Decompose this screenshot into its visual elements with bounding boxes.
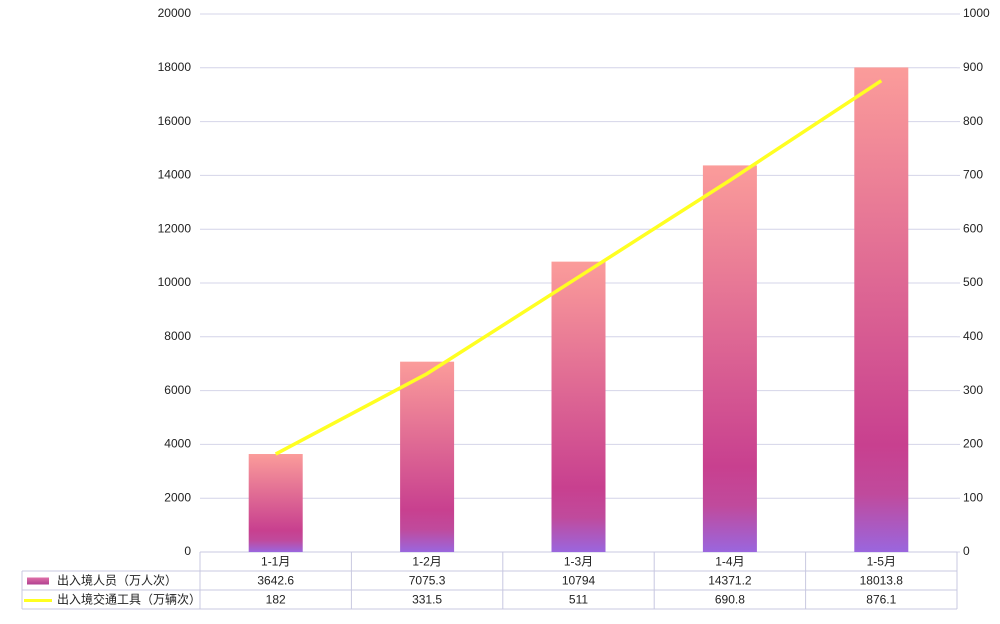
y2-tick-label: 700 bbox=[963, 168, 983, 182]
x-tick-label: 1-3月 bbox=[564, 555, 593, 569]
bar bbox=[400, 361, 455, 552]
legend-label: 出入境交通工具（万辆次） bbox=[57, 592, 201, 607]
table-value: 7075.3 bbox=[409, 574, 446, 588]
y-tick-label: 10000 bbox=[158, 275, 192, 289]
y2-tick-label: 800 bbox=[963, 114, 983, 128]
table-value: 10794 bbox=[562, 574, 596, 588]
table-value: 331.5 bbox=[412, 593, 442, 607]
y-tick-label: 20000 bbox=[158, 6, 192, 20]
table-value: 511 bbox=[569, 593, 588, 607]
table-value: 18013.8 bbox=[860, 574, 904, 588]
y2-tick-label: 100 bbox=[963, 490, 983, 504]
y2-tick-label: 900 bbox=[963, 60, 983, 74]
y-tick-label: 8000 bbox=[164, 329, 191, 343]
y2-tick-label: 600 bbox=[963, 221, 983, 235]
legend-label: 出入境人员（万人次） bbox=[57, 573, 177, 588]
y-tick-label: 4000 bbox=[164, 437, 191, 451]
x-tick-label: 1-1月 bbox=[261, 555, 290, 569]
y2-tick-label: 200 bbox=[963, 437, 983, 451]
bar bbox=[854, 67, 909, 553]
table-value: 14371.2 bbox=[708, 574, 752, 588]
line bbox=[274, 79, 883, 456]
y-tick-label: 16000 bbox=[158, 114, 192, 128]
table-value: 182 bbox=[266, 593, 286, 607]
y2-tick-label: 400 bbox=[963, 329, 983, 343]
x-tick-label: 1-2月 bbox=[412, 555, 441, 569]
legend-key bbox=[27, 577, 49, 585]
y2-tick-label: 500 bbox=[963, 275, 983, 289]
y-tick-label: 0 bbox=[184, 544, 191, 558]
y-tick-label: 6000 bbox=[164, 383, 191, 397]
table-value: 690.8 bbox=[715, 593, 745, 607]
y2-tick-label: 0 bbox=[963, 544, 970, 558]
x-tick-label: 1-5月 bbox=[867, 555, 896, 569]
y-tick-label: 18000 bbox=[158, 60, 192, 74]
bar bbox=[248, 454, 303, 552]
bar bbox=[551, 261, 606, 552]
x-tick-label: 1-4月 bbox=[715, 555, 744, 569]
table-value: 876.1 bbox=[866, 593, 896, 607]
y2-tick-label: 1000 bbox=[963, 6, 990, 20]
y2-tick-label: 300 bbox=[963, 383, 983, 397]
bar bbox=[702, 165, 757, 552]
table-value: 3642.6 bbox=[257, 574, 294, 588]
y-tick-label: 2000 bbox=[164, 490, 191, 504]
y-tick-label: 14000 bbox=[158, 168, 192, 182]
y-tick-label: 12000 bbox=[158, 221, 192, 235]
